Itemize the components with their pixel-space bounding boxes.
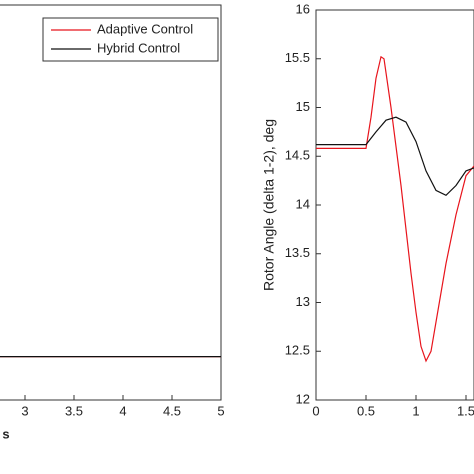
x-tick-label: 1.5 — [457, 403, 474, 418]
x-tick-label: 0.5 — [357, 403, 375, 418]
x-tick-label: 0 — [312, 403, 319, 418]
y-axis-label: Rotor Angle (delta 1-2), deg — [261, 119, 277, 291]
x-axis-label: s — [2, 426, 9, 441]
legend-box — [42, 17, 219, 62]
line — [316, 116, 474, 197]
x-tick-label: 5 — [217, 403, 224, 418]
y-tick-label: 12 — [296, 391, 310, 406]
y-tick-label: 14 — [296, 196, 310, 211]
y-tick-label: 13.5 — [285, 245, 310, 260]
legend: Adaptive Control Hybrid Control — [42, 17, 219, 62]
plot-frame — [0, 4, 222, 401]
x-tick-label: 4 — [119, 403, 126, 418]
legend-label: Hybrid Control — [97, 40, 180, 55]
x-tick-label: 4.5 — [163, 403, 181, 418]
line — [316, 55, 474, 363]
y-tick-label: 16 — [296, 1, 310, 16]
x-tick-label: 3 — [21, 403, 28, 418]
y-tick-label: 13 — [296, 294, 310, 309]
y-tick-label: 15 — [296, 99, 310, 114]
x-tick-label: 1 — [412, 403, 419, 418]
y-tick-label: 12.5 — [285, 343, 310, 358]
x-tick-label: 3.5 — [65, 403, 83, 418]
plot-frame — [315, 9, 474, 401]
legend-label: Adaptive Control — [97, 21, 193, 36]
y-tick-label: 15.5 — [285, 50, 310, 65]
y-tick-label: 14.5 — [285, 148, 310, 163]
